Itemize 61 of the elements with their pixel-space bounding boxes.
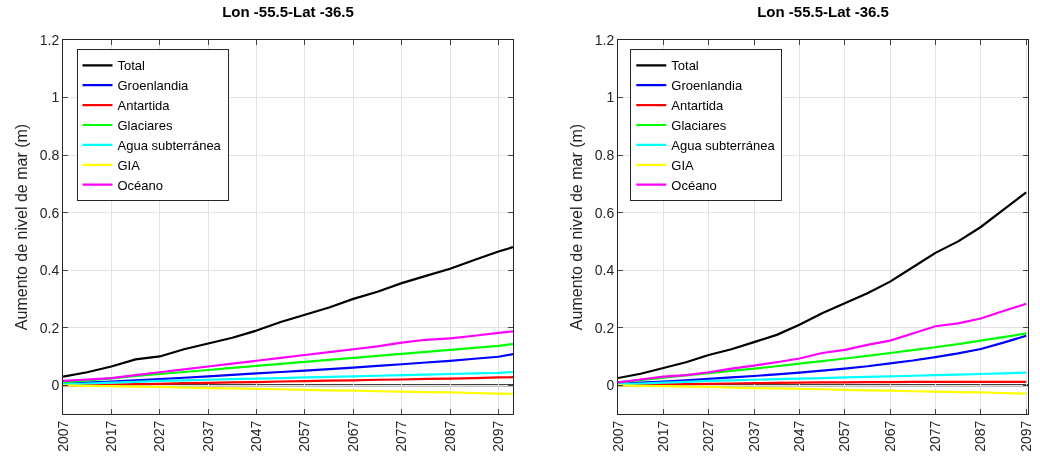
line-series xyxy=(63,370,513,386)
x-tick-label: 2017 xyxy=(102,420,119,452)
x-tick-label: 2057 xyxy=(836,420,853,452)
x-tick-label: 2077 xyxy=(927,420,944,452)
legend-label: Groenlandia xyxy=(117,78,190,94)
y-axis-title: Aumento de nivel de mar (m) xyxy=(12,123,30,331)
y-tick-label: 0.4 xyxy=(594,262,615,279)
y-tick-label: 1.2 xyxy=(39,31,60,48)
y-tick-label: 1 xyxy=(606,89,615,106)
line-series xyxy=(63,342,513,384)
legend-label: Océano xyxy=(671,177,717,193)
y-tick-label: 1 xyxy=(51,89,60,106)
legend-label: Antartida xyxy=(117,98,171,114)
x-tick-label: 2057 xyxy=(296,420,313,452)
legend-label: Agua subterránea xyxy=(671,137,776,153)
y-axis-title: Aumento de nivel de mar (m) xyxy=(567,123,585,331)
chart-title: Lon -55.5-Lat -36.5 xyxy=(222,3,354,21)
y-tick-label: 0.6 xyxy=(594,204,615,221)
x-tick-label: 2037 xyxy=(745,420,762,452)
x-tick-label: 2067 xyxy=(881,420,898,452)
legend-label: Océano xyxy=(117,177,164,193)
x-tick-label: 2047 xyxy=(790,420,807,452)
line-series xyxy=(63,246,513,378)
line-series xyxy=(618,191,1028,380)
legend-label: Groenlandia xyxy=(671,78,743,94)
y-tick-label: 0 xyxy=(606,377,615,394)
chart-title: Lon -55.5-Lat -36.5 xyxy=(757,3,889,21)
y-tick-label: 0 xyxy=(51,377,60,394)
y-tick-label: 0.6 xyxy=(39,204,60,221)
y-tick-label: 0.8 xyxy=(594,146,615,163)
x-tick-label: 2097 xyxy=(490,420,507,452)
line-series xyxy=(63,330,513,383)
x-tick-label: 2047 xyxy=(248,420,265,452)
x-tick-label: 2007 xyxy=(54,420,71,452)
x-tick-label: 2017 xyxy=(654,420,671,452)
y-tick-label: 1.2 xyxy=(594,31,615,48)
x-tick-label: 2027 xyxy=(151,420,168,452)
legend-label: GIA xyxy=(671,157,695,173)
x-tick-label: 2027 xyxy=(700,420,717,452)
line-series xyxy=(618,371,1028,386)
y-tick-label: 0.2 xyxy=(39,319,60,336)
legend-label: GIA xyxy=(117,157,141,173)
line-series xyxy=(63,384,513,395)
legend-label: Antartida xyxy=(671,98,725,114)
x-tick-label: 2087 xyxy=(441,420,458,452)
x-tick-label: 2007 xyxy=(609,420,626,452)
line-series xyxy=(618,384,1028,395)
y-tick-label: 0.2 xyxy=(594,319,615,336)
x-tick-label: 2077 xyxy=(393,420,410,452)
line-series xyxy=(618,302,1028,384)
x-tick-label: 2067 xyxy=(344,420,361,452)
x-tick-label: 2097 xyxy=(1017,420,1034,452)
legend-label: Glaciares xyxy=(117,118,173,134)
legend-label: Total xyxy=(671,58,699,74)
y-tick-label: 0.4 xyxy=(39,262,60,279)
legend-label: Total xyxy=(117,58,146,74)
legend-label: Glaciares xyxy=(671,118,727,134)
y-tick-label: 0.8 xyxy=(39,146,60,163)
legend-label: Agua subterránea xyxy=(117,137,222,153)
x-tick-label: 2037 xyxy=(199,420,216,452)
x-tick-label: 2087 xyxy=(972,420,989,452)
